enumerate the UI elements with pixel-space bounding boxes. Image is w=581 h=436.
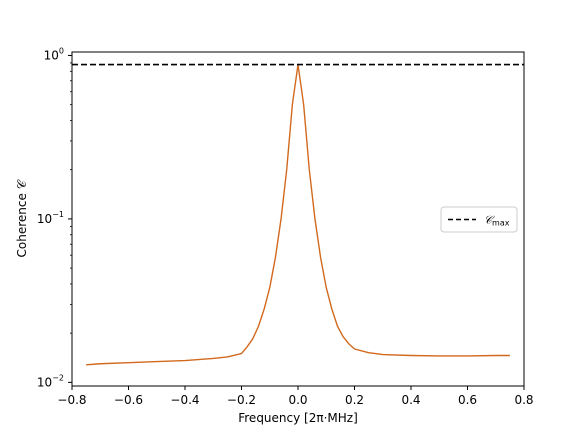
x-tick-label: 0.6 bbox=[458, 393, 477, 407]
legend-label-cmax: 𝒞max bbox=[484, 214, 510, 228]
x-tick-label: −0.4 bbox=[170, 393, 199, 407]
y-tick-label-base: 10 bbox=[37, 375, 52, 389]
x-axis-label: Frequency [2π·MHz] bbox=[238, 411, 358, 425]
y-tick-label: 10−2 bbox=[37, 373, 64, 389]
x-tick-label: 0.0 bbox=[288, 393, 307, 407]
legend: 𝒞max bbox=[440, 206, 518, 233]
legend-box bbox=[440, 206, 518, 233]
x-tick-label: 0.2 bbox=[345, 393, 364, 407]
x-tick-label: 0.8 bbox=[514, 393, 533, 407]
y-tick-label: 100 bbox=[44, 46, 64, 62]
y-tick-label: 10−1 bbox=[37, 210, 64, 226]
x-tick-label: −0.8 bbox=[57, 393, 86, 407]
y-tick-label-base: 10 bbox=[37, 212, 52, 226]
legend-label-sub: max bbox=[492, 219, 510, 228]
x-tick-label: −0.2 bbox=[227, 393, 256, 407]
x-tick-label: 0.4 bbox=[401, 393, 420, 407]
y-tick-label-exponent: 0 bbox=[59, 46, 64, 55]
y-tick-label-exponent: −2 bbox=[52, 373, 64, 382]
y-axis-label: Coherence 𝒞 bbox=[15, 179, 29, 257]
x-tick-label: −0.6 bbox=[114, 393, 143, 407]
legend-label-main: 𝒞 bbox=[484, 214, 495, 227]
y-tick-label-exponent: −1 bbox=[52, 210, 64, 219]
y-tick-label-base: 10 bbox=[44, 48, 59, 62]
